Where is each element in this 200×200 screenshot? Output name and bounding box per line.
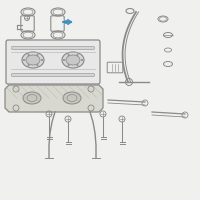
Circle shape (36, 64, 38, 66)
Circle shape (81, 59, 83, 61)
FancyBboxPatch shape (12, 74, 94, 76)
Circle shape (68, 64, 70, 66)
Ellipse shape (22, 52, 44, 68)
Circle shape (65, 21, 67, 23)
Circle shape (63, 59, 65, 61)
Ellipse shape (26, 55, 40, 65)
Circle shape (76, 64, 78, 66)
Circle shape (68, 54, 70, 56)
Polygon shape (5, 85, 103, 112)
Ellipse shape (66, 55, 80, 65)
Ellipse shape (23, 92, 41, 104)
Circle shape (27, 64, 30, 66)
Ellipse shape (63, 92, 81, 104)
Ellipse shape (62, 52, 84, 68)
FancyBboxPatch shape (12, 47, 94, 49)
Circle shape (76, 54, 78, 56)
Circle shape (28, 54, 30, 56)
Circle shape (23, 59, 25, 61)
Circle shape (36, 54, 38, 56)
FancyBboxPatch shape (6, 40, 100, 84)
Circle shape (41, 59, 43, 61)
